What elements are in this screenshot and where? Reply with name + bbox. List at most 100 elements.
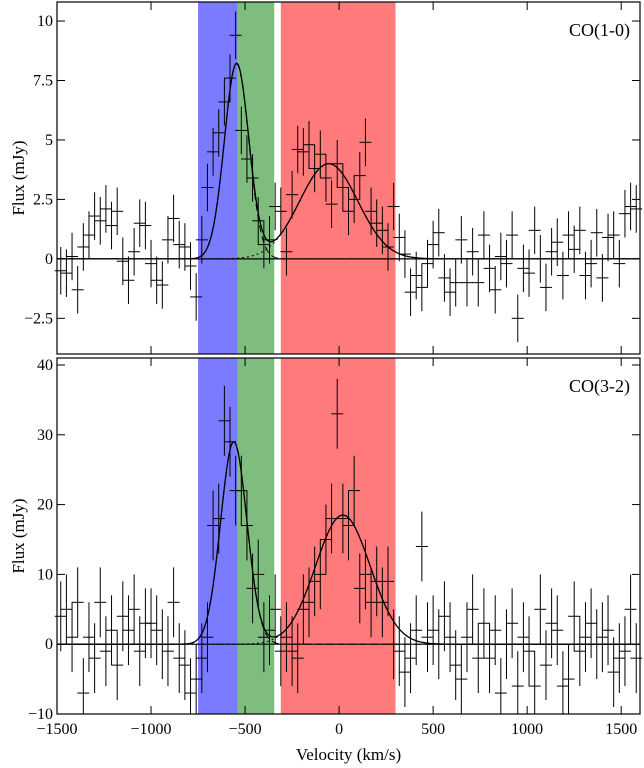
co32-data-point bbox=[252, 539, 265, 610]
co10-data-point bbox=[212, 109, 225, 157]
co32-data-point bbox=[71, 567, 84, 638]
co10-data-point bbox=[71, 266, 84, 314]
co32-data-point bbox=[494, 658, 507, 714]
co32-data-point bbox=[477, 588, 490, 659]
x-axis-label: Velocity (km/s) bbox=[296, 745, 401, 764]
co10-data-point bbox=[415, 263, 428, 312]
co10-data-point bbox=[145, 239, 158, 288]
co32-data-point bbox=[291, 623, 304, 694]
co10-data-point bbox=[156, 261, 169, 309]
co10-data-point bbox=[472, 258, 485, 307]
co32-band-blue bbox=[198, 358, 238, 714]
co32-data-point bbox=[618, 616, 631, 687]
co10-data-point bbox=[269, 182, 282, 231]
co10-data-point bbox=[387, 182, 400, 231]
co32-data-point bbox=[365, 567, 378, 638]
co32-data-point bbox=[88, 623, 101, 694]
co10-data-point bbox=[235, 106, 248, 155]
co32-data-point bbox=[66, 602, 79, 673]
co10-blue-component-fit bbox=[57, 63, 640, 260]
co10-data-point bbox=[607, 211, 620, 259]
co10-data-point bbox=[376, 206, 389, 255]
co32-data-point bbox=[398, 637, 411, 708]
co10-data-point bbox=[568, 225, 581, 274]
co32-data-point bbox=[449, 630, 462, 701]
co10-data-point bbox=[133, 199, 146, 247]
co32-data-point bbox=[342, 490, 355, 561]
co32-data-point bbox=[105, 595, 118, 666]
co32-band-red bbox=[280, 358, 396, 714]
co10-data-point bbox=[506, 211, 519, 259]
co32-data-point bbox=[82, 602, 95, 673]
co10-y-tick-label: 5 bbox=[45, 132, 53, 149]
co32-data-point bbox=[218, 385, 231, 456]
co10-y-tick-label: 7.5 bbox=[33, 72, 53, 89]
co32-data-point bbox=[269, 574, 282, 645]
co10-data-point bbox=[116, 237, 129, 286]
co32-data-point bbox=[246, 553, 259, 624]
co10-data-point bbox=[585, 239, 598, 288]
co32-data-point bbox=[161, 616, 174, 687]
co32-data-point bbox=[585, 588, 598, 659]
co32-data-point bbox=[353, 553, 366, 624]
co10-data-point bbox=[60, 249, 73, 297]
co10-data-point bbox=[82, 211, 95, 259]
co10-data-point bbox=[173, 220, 186, 269]
co10-y-tick-labels: −2.5 0 2.5 5 7.5 10 bbox=[24, 13, 53, 327]
co32-total-fit bbox=[57, 440, 640, 645]
co10-y-tick-label: 2.5 bbox=[33, 191, 53, 208]
co10-data-point bbox=[105, 201, 118, 250]
co32-x-tick-labels: −1500 −1000 −500 0 500 1000 1500 bbox=[36, 721, 637, 738]
co32-data-point bbox=[511, 651, 524, 714]
co10-plot-frame bbox=[56, 1, 641, 355]
co10-data-point bbox=[500, 239, 513, 288]
co32-data-point bbox=[128, 574, 141, 645]
co32-velocity-bands bbox=[198, 358, 396, 714]
co10-data-point bbox=[613, 239, 626, 288]
co10-data-point bbox=[455, 216, 468, 264]
co32-data-point bbox=[562, 644, 575, 714]
co10-data-point bbox=[99, 185, 112, 233]
co10-data-point bbox=[77, 223, 90, 271]
co10-data-point bbox=[190, 273, 203, 321]
co10-y-tick-label: 0 bbox=[45, 251, 53, 268]
co32-y-tick-label: 30 bbox=[37, 427, 53, 444]
co32-data-point bbox=[370, 546, 383, 617]
co10-data-point bbox=[511, 294, 524, 343]
co32-data-point bbox=[410, 595, 423, 666]
co10-data-point bbox=[336, 163, 349, 212]
co10-data-point bbox=[280, 227, 293, 276]
co10-data-point bbox=[596, 254, 609, 302]
co10-data-point bbox=[178, 223, 191, 271]
co10-data-point bbox=[297, 128, 310, 176]
co32-data-point bbox=[178, 630, 191, 701]
co10-data-point bbox=[139, 201, 152, 250]
co10-data-point bbox=[404, 268, 417, 316]
co32-data-point bbox=[274, 616, 287, 687]
co32-x-tick-label: −500 bbox=[229, 721, 262, 738]
co32-data-point bbox=[190, 644, 203, 714]
co32-data-point bbox=[438, 581, 451, 652]
co32-data-point bbox=[173, 623, 186, 694]
co10-data-point bbox=[161, 216, 174, 264]
co32-data-point bbox=[602, 595, 615, 666]
co32-data-point bbox=[280, 602, 293, 673]
co32-x-tick-label: −1000 bbox=[131, 721, 172, 738]
co32-data-point bbox=[551, 595, 564, 666]
co10-data-point bbox=[545, 227, 558, 276]
co32-data-point bbox=[133, 616, 146, 687]
co32-y-tick-labels: −10 0 10 20 30 40 bbox=[28, 357, 53, 723]
co10-data-point bbox=[432, 208, 445, 257]
co32-y-tick-label: 10 bbox=[37, 566, 53, 583]
co32-data-point bbox=[596, 602, 609, 673]
co32-band-green bbox=[237, 358, 275, 714]
co32-data-point bbox=[77, 658, 90, 714]
co10-y-tick-label: 10 bbox=[37, 13, 53, 30]
co10-band-red bbox=[280, 2, 396, 354]
co10-data-point bbox=[370, 199, 383, 247]
co10-data-point bbox=[618, 189, 631, 238]
co32-data-point bbox=[376, 567, 389, 638]
co32-data-point bbox=[506, 588, 519, 659]
co32-y-axis-label: Flux (mJy) bbox=[9, 498, 28, 573]
